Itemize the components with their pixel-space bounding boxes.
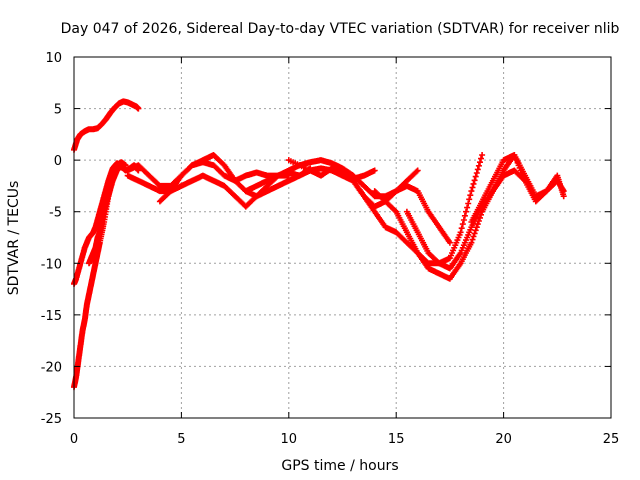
x-tick-label: 20 bbox=[495, 432, 512, 447]
grid-lines bbox=[74, 57, 611, 418]
data-point-markers bbox=[71, 98, 142, 153]
y-tick-label: 0 bbox=[54, 154, 62, 169]
x-tick-label: 10 bbox=[281, 432, 298, 447]
x-axis-label: GPS time / hours bbox=[281, 458, 398, 474]
data-point-markers bbox=[468, 152, 567, 225]
plot-frame bbox=[73, 56, 612, 419]
chart-title: Day 047 of 2026, Sidereal Day-to-day VTE… bbox=[61, 21, 620, 37]
data-series bbox=[468, 152, 567, 225]
data-series bbox=[71, 98, 142, 153]
y-tick-label: 5 bbox=[54, 103, 62, 118]
x-tick-label: 0 bbox=[70, 432, 78, 447]
y-tick-label: -10 bbox=[41, 257, 62, 272]
y-tick-label: -15 bbox=[41, 309, 62, 324]
y-tick-label: -5 bbox=[49, 206, 62, 221]
x-tick-label: 25 bbox=[603, 432, 620, 447]
data-point-markers bbox=[86, 162, 125, 267]
data-series bbox=[86, 162, 125, 267]
y-tick-label: -25 bbox=[41, 412, 62, 427]
data-points bbox=[71, 98, 567, 391]
y-axis-label: SDTVAR / TECUs bbox=[6, 181, 22, 296]
x-tick-label: 5 bbox=[177, 432, 185, 447]
x-tick-label: 15 bbox=[388, 432, 405, 447]
y-tick-label: -20 bbox=[41, 360, 62, 375]
y-tick-label: 10 bbox=[45, 51, 62, 66]
axis-ticks: 0 5 10 15 20 25 -25 -20 -15 -10 -5 0 5 10 bbox=[41, 51, 620, 447]
